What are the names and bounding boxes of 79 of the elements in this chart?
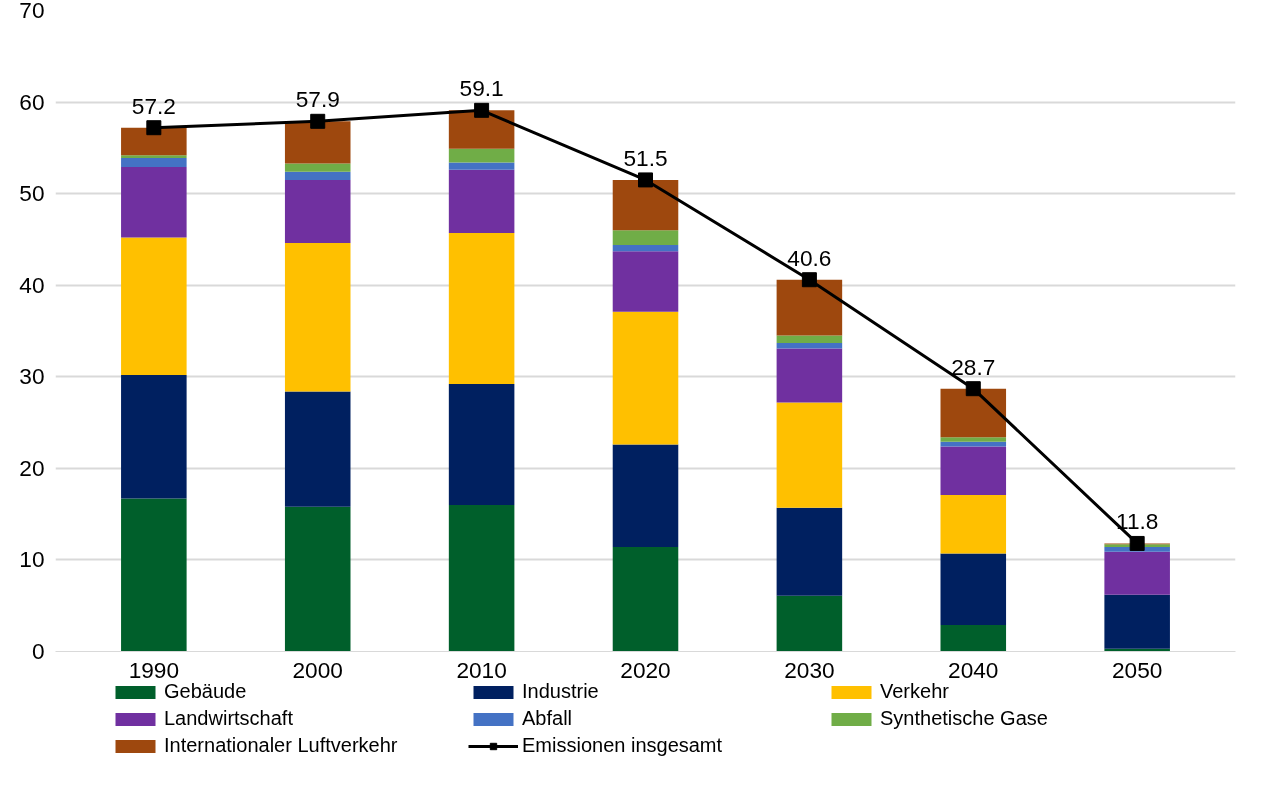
data-label: 11.8 <box>1115 508 1159 535</box>
bar <box>1104 551 1170 595</box>
legend-label: Industrie <box>522 680 599 702</box>
bar <box>940 553 1007 625</box>
x-tick-label: 2040 <box>948 656 999 683</box>
bar <box>940 624 1007 652</box>
y-tick-label: 50 <box>19 180 45 207</box>
y-tick-label: 30 <box>19 363 45 390</box>
bar <box>448 169 515 234</box>
legend-label: Landwirtschaft <box>164 707 294 730</box>
point <box>146 120 162 136</box>
bar <box>776 279 843 336</box>
bar <box>776 342 843 349</box>
x-tick-label: 1990 <box>128 656 180 683</box>
legend-label: Abfall <box>522 707 574 730</box>
data-label: 40.6 <box>787 244 832 271</box>
legend-label: Verkehr <box>880 680 949 702</box>
bar <box>1104 594 1170 649</box>
bar <box>612 311 679 445</box>
point <box>474 102 490 118</box>
bar <box>284 243 351 392</box>
bar <box>121 155 187 158</box>
legend-label: Internationaler Luftverkehr <box>164 734 399 757</box>
bar <box>612 547 679 652</box>
x-tick-label: 2020 <box>620 656 671 683</box>
bar <box>940 494 1007 554</box>
legend-label: Gebäude <box>164 680 247 702</box>
bar <box>121 157 187 168</box>
x-tick-label: 2030 <box>784 656 835 683</box>
data-label: 59.1 <box>459 75 504 102</box>
bar <box>121 374 187 499</box>
bar <box>940 437 1007 442</box>
bar <box>284 391 351 507</box>
bar <box>776 348 843 403</box>
bar <box>448 384 515 505</box>
bar <box>940 446 1007 495</box>
bar <box>612 230 679 245</box>
x-tick-label: 2010 <box>456 656 507 683</box>
y-tick-label: 60 <box>19 88 45 115</box>
bar <box>940 388 1007 438</box>
point <box>965 381 981 397</box>
bar <box>448 504 515 652</box>
bar <box>776 402 843 508</box>
point <box>1129 535 1145 551</box>
bar <box>448 148 515 163</box>
bar <box>284 506 351 652</box>
point <box>310 113 326 129</box>
bar <box>121 498 187 652</box>
y-tick-label: 70 <box>19 0 45 23</box>
point <box>801 272 817 288</box>
y-tick-label: 40 <box>19 271 45 298</box>
bar <box>448 233 515 385</box>
bar <box>612 444 679 548</box>
legend-label: Synthetische Gase <box>880 707 1049 730</box>
data-label: 57.9 <box>295 86 340 113</box>
bar <box>284 171 351 180</box>
data-label: 51.5 <box>623 144 668 171</box>
bar <box>612 179 679 231</box>
x-tick-label: 2000 <box>292 656 343 683</box>
bar <box>612 251 679 312</box>
y-tick-label: 20 <box>19 454 45 481</box>
bar <box>284 179 351 244</box>
bar <box>284 121 351 164</box>
bar <box>121 127 187 156</box>
bar <box>612 244 679 252</box>
point <box>638 172 653 188</box>
y-tick-label: 10 <box>19 546 45 573</box>
bar <box>776 507 843 596</box>
data-label: 57.2 <box>131 92 176 119</box>
legend-label: Emissionen insgesamt <box>522 734 724 757</box>
bar <box>448 162 515 170</box>
bar <box>776 595 843 652</box>
data-label: 28.7 <box>951 353 996 380</box>
y-tick-label: 0 <box>31 638 45 664</box>
bar <box>284 163 351 172</box>
bar <box>121 167 187 238</box>
bar <box>121 237 187 375</box>
bar <box>776 335 843 343</box>
x-tick-label: 2050 <box>1111 656 1163 683</box>
